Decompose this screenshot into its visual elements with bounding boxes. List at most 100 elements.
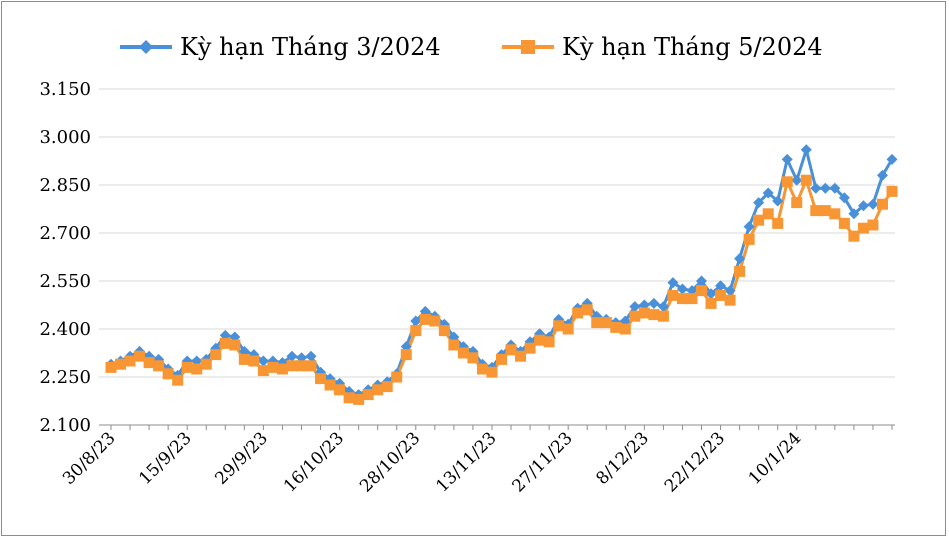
data-point-series-2 <box>705 297 717 309</box>
data-point-series-1 <box>886 153 898 165</box>
data-point-series-2 <box>772 217 784 229</box>
legend: Kỳ hạn Tháng 3/2024 Kỳ hạn Tháng 5/2024 <box>120 33 823 61</box>
data-point-series-2 <box>591 317 603 329</box>
data-point-series-2 <box>476 363 488 375</box>
data-point-series-2 <box>753 214 765 226</box>
data-point-series-2 <box>448 339 460 351</box>
data-point-series-1 <box>867 198 879 210</box>
legend-marker-series-1 <box>139 40 153 54</box>
data-point-series-1 <box>657 301 669 313</box>
data-point-series-2 <box>762 208 774 220</box>
data-point-series-2 <box>286 360 298 372</box>
data-point-series-2 <box>505 344 517 356</box>
data-point-series-1 <box>667 277 679 289</box>
data-point-series-2 <box>334 384 346 396</box>
data-point-series-2 <box>410 325 422 337</box>
data-point-series-2 <box>734 265 746 277</box>
data-point-series-2 <box>324 379 336 391</box>
data-point-series-2 <box>181 361 193 373</box>
y-tick-label: 2.250 <box>39 367 91 388</box>
y-tick-label: 2.100 <box>39 415 91 436</box>
data-point-series-1 <box>410 315 422 327</box>
data-point-series-2 <box>534 334 546 346</box>
legend-item-series-1: Kỳ hạn Tháng 3/2024 <box>120 33 441 61</box>
data-point-series-2 <box>696 285 708 297</box>
data-point-series-1 <box>734 253 746 265</box>
data-point-series-1 <box>857 200 869 212</box>
data-point-series-1 <box>696 275 708 287</box>
y-tick-label: 2.850 <box>39 175 91 196</box>
data-point-series-2 <box>781 176 793 188</box>
x-tick-label: 22/12/23 <box>661 428 729 496</box>
data-point-series-2 <box>343 392 355 404</box>
data-point-series-1 <box>629 301 641 313</box>
data-point-series-2 <box>257 365 269 377</box>
x-axis <box>99 424 895 430</box>
data-point-series-2 <box>648 309 660 321</box>
data-point-series-2 <box>524 342 536 354</box>
data-point-series-2 <box>219 337 231 349</box>
data-point-series-2 <box>543 336 555 348</box>
data-point-series-2 <box>629 310 641 322</box>
data-point-series-2 <box>791 197 803 209</box>
data-point-series-2 <box>486 366 498 378</box>
data-point-series-2 <box>496 353 507 365</box>
data-point-series-1 <box>829 182 841 194</box>
data-point-series-2 <box>238 353 250 365</box>
data-point-series-2 <box>267 361 279 373</box>
x-tick-label: 16/10/23 <box>280 428 348 496</box>
data-point-series-2 <box>457 347 469 359</box>
data-point-series-2 <box>419 313 431 325</box>
data-point-series-2 <box>210 349 222 361</box>
x-tick-label: 10/1/24 <box>745 428 805 488</box>
data-point-series-2 <box>800 174 812 186</box>
y-axis-tick-labels: 2.100 2.250 2.400 2.550 2.700 2.850 3.000 3.150 <box>39 79 91 436</box>
data-point-series-2 <box>638 307 650 319</box>
y-tick-label: 2.700 <box>39 223 91 244</box>
data-point-series-2 <box>724 294 736 306</box>
y-tick-label: 2.550 <box>39 271 91 292</box>
x-tick-label: 29/9/23 <box>211 428 271 488</box>
data-point-series-1 <box>848 208 860 220</box>
data-point-series-1 <box>819 182 831 194</box>
legend-marker-series-2 <box>521 40 535 54</box>
data-point-series-2 <box>867 219 879 231</box>
data-point-series-2 <box>429 315 441 327</box>
data-point-series-2 <box>105 361 117 373</box>
data-point-series-1 <box>800 144 812 156</box>
data-point-series-2 <box>886 185 898 197</box>
data-point-series-2 <box>667 289 679 301</box>
x-tick-label: 28/10/23 <box>356 428 424 496</box>
data-point-series-1 <box>676 283 688 295</box>
data-point-series-2 <box>200 358 212 370</box>
data-point-series-2 <box>134 350 146 362</box>
x-axis-tick-labels: 30/8/23 15/9/23 29/9/23 16/10/23 28/10/23 13/… <box>59 428 805 496</box>
data-point-series-1 <box>838 192 850 204</box>
data-point-series-2 <box>315 373 327 385</box>
data-point-series-1 <box>724 285 736 297</box>
data-point-series-1 <box>648 297 660 309</box>
data-point-series-2 <box>391 371 403 383</box>
series-markers <box>105 144 898 405</box>
data-point-series-2 <box>562 323 574 335</box>
data-point-series-2 <box>353 393 365 405</box>
data-point-series-1 <box>286 350 298 362</box>
legend-label-series-2: Kỳ hạn Tháng 5/2024 <box>562 33 823 61</box>
data-point-series-2 <box>115 358 127 370</box>
data-point-series-1 <box>705 288 717 300</box>
data-point-series-2 <box>876 198 888 210</box>
legend-label-series-1: Kỳ hạn Tháng 3/2024 <box>180 33 441 61</box>
legend-item-series-2: Kỳ hạn Tháng 5/2024 <box>502 33 823 61</box>
data-point-series-2 <box>829 208 841 220</box>
data-point-series-2 <box>162 368 174 380</box>
data-point-series-2 <box>381 381 393 393</box>
data-point-series-1 <box>876 169 888 181</box>
y-tick-label: 2.400 <box>39 319 91 340</box>
data-point-series-2 <box>372 384 384 396</box>
data-point-series-2 <box>810 205 822 217</box>
data-point-series-2 <box>248 355 260 367</box>
series-line-2 <box>110 178 894 401</box>
data-point-series-2 <box>838 217 850 229</box>
